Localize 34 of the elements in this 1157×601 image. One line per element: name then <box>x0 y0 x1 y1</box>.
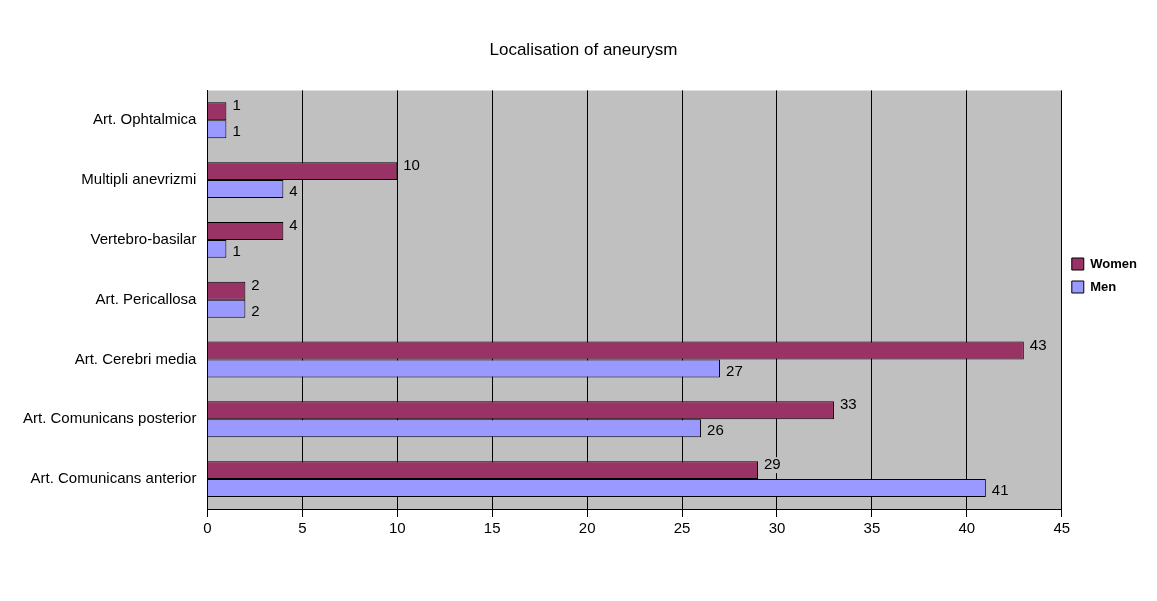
y-tick-label: Art. Comunicans anterior <box>30 469 197 487</box>
data-label: 4 <box>289 216 298 234</box>
data-label: 33 <box>839 395 857 413</box>
data-label: 27 <box>726 361 743 379</box>
data-label: 2 <box>251 275 260 293</box>
x-tick-label: 0 <box>203 519 212 537</box>
x-tick-label: 40 <box>958 519 976 537</box>
data-label: 26 <box>707 421 724 439</box>
x-tick-label: 15 <box>483 519 501 537</box>
x-tick-label: 45 <box>1053 519 1071 537</box>
y-tick-label: Art. Ophtalmica <box>93 110 198 128</box>
x-tick-label: 20 <box>578 519 596 537</box>
x-tick-label: 5 <box>298 519 307 537</box>
data-label: 29 <box>764 455 781 473</box>
data-label: 1 <box>232 242 241 260</box>
data-label: 41 <box>991 481 1009 499</box>
legend-label: Women <box>1090 255 1138 271</box>
data-label: 4 <box>289 182 298 200</box>
data-label: 2 <box>251 301 260 319</box>
data-label: 10 <box>403 156 420 174</box>
y-tick-label: Vertebro-basilar <box>90 230 197 248</box>
chart-title: Localisation of aneurysm <box>489 39 678 59</box>
x-tick-label: 25 <box>673 519 691 537</box>
y-tick-label: Art. Cerebri media <box>74 349 198 367</box>
y-tick-label: Art. Comunicans posterior <box>22 409 197 427</box>
data-label: 43 <box>1029 335 1047 353</box>
y-tick-label: Art. Pericallosa <box>95 289 198 307</box>
x-tick-label: 35 <box>863 519 881 537</box>
y-tick-label: Multipli anevrizmi <box>81 170 197 188</box>
legend-label: Men <box>1090 278 1117 294</box>
x-tick-label: 30 <box>768 519 786 537</box>
data-label: 1 <box>232 122 241 140</box>
data-label: 1 <box>232 96 241 114</box>
x-tick-label: 10 <box>388 519 406 537</box>
